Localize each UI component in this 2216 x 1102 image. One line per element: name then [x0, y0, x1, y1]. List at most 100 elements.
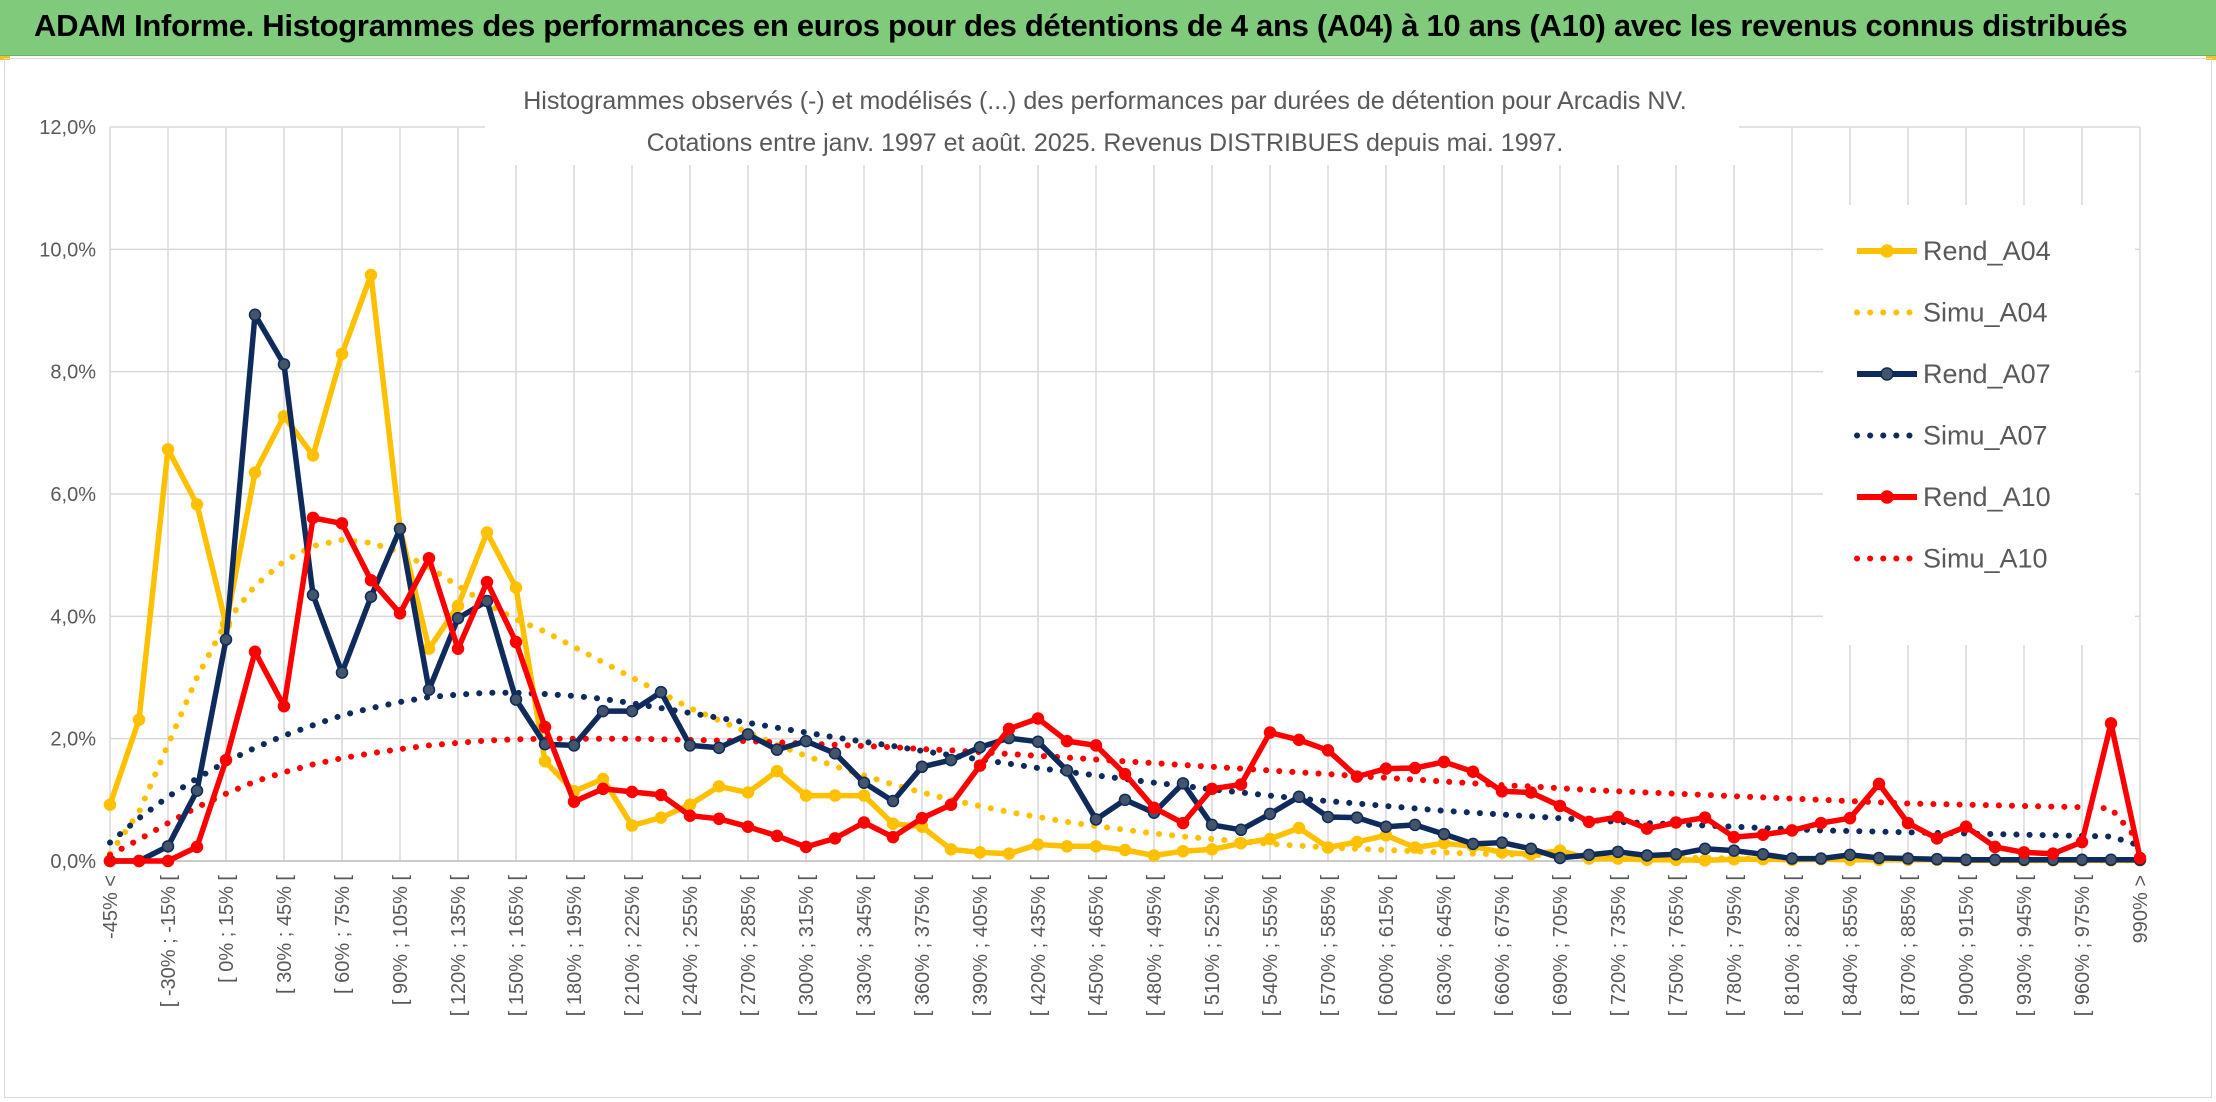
x-tick-label: [ 390% ; 405% [	[970, 875, 992, 1017]
data-point-rend-a07	[886, 794, 900, 808]
legend-label-simu-a10: Simu_A10	[1923, 544, 2048, 574]
data-point-rend-a10	[2133, 851, 2147, 865]
data-point-rend-a10	[1118, 767, 1132, 781]
data-point-rend-a10	[509, 635, 523, 649]
data-point-rend-a10	[741, 820, 755, 833]
data-point-rend-a07	[1988, 853, 2002, 867]
y-tick-label: 6,0%	[50, 484, 96, 506]
x-tick-label: [ 330% ; 345% [	[854, 875, 876, 1017]
data-point-rend-a04	[625, 819, 639, 832]
data-point-rend-a10	[1814, 816, 1828, 830]
data-point-rend-a10	[1872, 777, 1886, 791]
data-point-rend-a07	[712, 741, 726, 755]
data-point-rend-a10	[1669, 816, 1683, 829]
data-point-rend-a10	[944, 798, 958, 811]
data-point-rend-a07	[190, 784, 204, 797]
data-point-rend-a04	[654, 811, 668, 824]
title-background	[485, 85, 1739, 165]
x-tick-label: [ 570% ; 585% [	[1318, 875, 1340, 1017]
data-point-rend-a07	[1553, 851, 1567, 865]
data-point-rend-a10	[1147, 801, 1161, 815]
data-point-rend-a04	[1321, 841, 1335, 854]
data-point-rend-a10	[886, 830, 900, 844]
x-tick-label: [ 420% ; 435% [	[1028, 875, 1050, 1017]
x-tick-label: 990% >	[2130, 875, 2152, 943]
chart: 0,0% 2,0% 4,0% 6,0% 8,0% 10,0% 12,0% -45% < [ -…	[39, 85, 2152, 1017]
data-point-rend-a07	[2104, 853, 2118, 867]
data-point-rend-a04	[1176, 844, 1190, 858]
data-point-rend-a04	[1118, 843, 1132, 857]
data-point-rend-a10	[1524, 786, 1538, 799]
data-point-rend-a10	[1785, 824, 1799, 837]
data-point-rend-a10	[799, 840, 813, 854]
data-point-rend-a04	[1031, 838, 1045, 851]
data-point-rend-a07	[1872, 851, 1886, 865]
data-point-rend-a04	[1002, 847, 1016, 860]
data-point-rend-a04	[1060, 840, 1074, 853]
data-point-rend-a10	[1205, 782, 1219, 796]
data-point-rend-a07	[1292, 790, 1306, 804]
x-tick-label: [ 150% ; 165% [	[506, 875, 528, 1017]
banner-title: ADAM Informe. Histogrammes des performan…	[34, 8, 2128, 43]
data-point-rend-a07	[1495, 836, 1509, 849]
x-tick-label: [ 540% ; 555% [	[1260, 875, 1282, 1017]
data-point-rend-a07	[509, 693, 523, 706]
data-point-rend-a10	[1901, 816, 1915, 830]
data-point-rend-a07	[915, 760, 929, 774]
data-point-rend-a07	[770, 743, 784, 756]
data-point-rend-a10	[1176, 816, 1190, 830]
data-point-rend-a10	[1089, 739, 1103, 752]
data-point-rend-a07	[1118, 793, 1132, 807]
data-point-rend-a04	[1292, 821, 1306, 835]
data-point-rend-a07	[1350, 811, 1364, 824]
data-point-rend-a10	[190, 840, 204, 854]
x-tick-label: [ 30% ; 45% [	[274, 875, 296, 994]
data-point-rend-a07	[1611, 845, 1625, 859]
data-point-rend-a10	[1553, 799, 1567, 813]
data-point-rend-a04	[1205, 843, 1219, 856]
data-point-rend-a04	[770, 764, 784, 778]
data-point-rend-a07	[393, 522, 407, 536]
data-point-rend-a04	[248, 466, 262, 479]
data-point-rend-a07	[422, 683, 436, 696]
data-point-rend-a07	[1176, 777, 1190, 790]
data-point-rend-a04	[161, 443, 175, 456]
data-point-rend-a07	[1727, 844, 1741, 857]
x-tick-label: [ 780% ; 795% [	[1724, 875, 1746, 1017]
data-point-rend-a10	[973, 759, 987, 772]
x-tick-label: [ 840% ; 855% [	[1840, 875, 1862, 1017]
data-point-rend-a04	[886, 817, 900, 830]
legend-marker-rend-a07	[1880, 367, 1894, 381]
data-point-rend-a10	[1060, 734, 1074, 748]
data-point-rend-a10	[1263, 726, 1277, 739]
data-point-rend-a10	[567, 795, 581, 808]
y-tick-label: 10,0%	[39, 239, 96, 261]
data-point-rend-a10	[538, 720, 552, 734]
data-point-rend-a04	[973, 846, 987, 859]
data-point-rend-a10	[1466, 765, 1480, 778]
x-tick-label: [ 180% ; 195% [	[564, 875, 586, 1017]
x-tick-label: [ 720% ; 735% [	[1608, 875, 1630, 1017]
x-tick-label: [ 90% ; 105% [	[390, 875, 412, 1006]
data-point-rend-a10	[857, 816, 871, 829]
data-point-rend-a04	[857, 789, 871, 802]
data-point-rend-a04	[799, 789, 813, 802]
legend-label-rend-a07: Rend_A07	[1923, 359, 2051, 389]
data-point-rend-a07	[741, 728, 755, 741]
series-group	[103, 268, 2147, 868]
data-point-rend-a10	[1437, 755, 1451, 769]
data-point-rend-a07	[161, 840, 175, 853]
data-point-rend-a04	[1408, 841, 1422, 854]
data-point-rend-a07	[1031, 735, 1045, 748]
x-tick-label: [ 240% ; 255% [	[680, 875, 702, 1017]
data-point-rend-a04	[1234, 837, 1248, 850]
data-point-rend-a04	[741, 786, 755, 799]
data-point-rend-a04	[828, 789, 842, 802]
data-point-rend-a10	[770, 829, 784, 843]
y-axis-ticks: 0,0% 2,0% 4,0% 6,0% 8,0% 10,0% 12,0%	[39, 117, 96, 873]
data-point-rend-a10	[1350, 770, 1364, 783]
data-point-rend-a04	[451, 599, 465, 613]
legend-marker-rend-a04	[1880, 244, 1894, 258]
data-point-rend-a07	[567, 739, 581, 752]
x-tick-label: [ 750% ; 765% [	[1666, 875, 1688, 1017]
